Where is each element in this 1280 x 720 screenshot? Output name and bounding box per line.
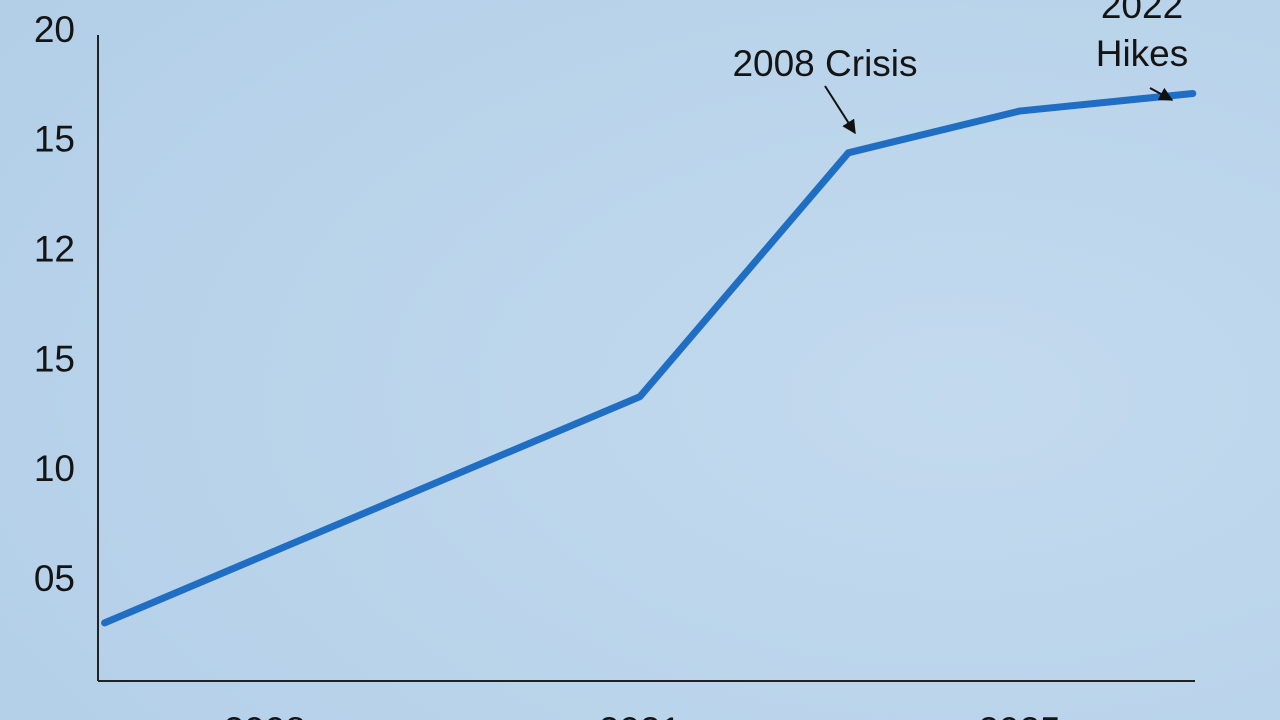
annotation-arrow [824,85,856,135]
data-line [101,90,1197,627]
annotation-arrow [1149,87,1174,101]
y-tick-label: 15 [34,119,75,160]
y-tick-label: 20 [34,9,75,50]
annotation: 2008 Crisis [732,43,917,84]
y-tick-label: 15 [34,338,75,379]
x-tick-label: 2008 [224,710,306,720]
annotation: Hikes [1096,33,1189,74]
plot: 05 10 15 12 15 20 2008 2021 2025 [34,9,1197,720]
y-tick-label: 05 [34,558,75,599]
y-tick-label: 12 [34,228,75,269]
y-tick-label: 10 [34,448,75,489]
annotation: 2022 [1101,0,1183,26]
x-tick-label: 2021 [599,710,681,720]
x-tick-label: 2025 [978,710,1060,720]
